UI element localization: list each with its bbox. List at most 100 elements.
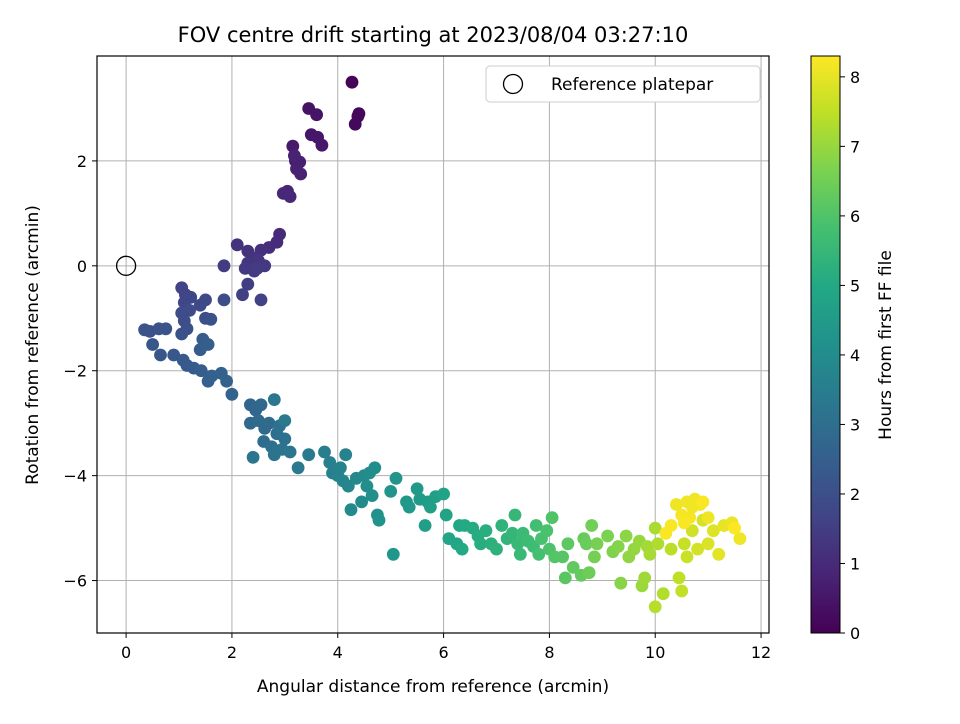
scatter-point <box>344 503 358 517</box>
scatter-point <box>318 445 331 459</box>
x-axis-label: Angular distance from reference (arcmin) <box>257 677 609 697</box>
scatter-point <box>696 495 710 509</box>
colorbar: 0 1 2 3 4 5 6 7 8 Hours from first FF file <box>810 55 896 643</box>
scatter-point <box>701 537 715 551</box>
scatter-point <box>355 495 368 509</box>
scatter-point <box>323 456 337 469</box>
x-axis-ticks: 0 2 4 6 8 10 12 <box>121 633 771 662</box>
scatter-point <box>437 487 450 501</box>
scatter-point <box>588 550 601 564</box>
y-tick-label: −4 <box>63 467 87 486</box>
scatter-point <box>278 432 292 446</box>
colorbar-label: Hours from first FF file <box>876 250 896 440</box>
colorbar-tick-label: 4 <box>850 346 860 365</box>
y-tick-label: −2 <box>63 362 87 381</box>
scatter-point <box>558 571 572 585</box>
reference-platepar-marker <box>115 255 137 276</box>
colorbar-ticks: 0 1 2 3 4 5 6 7 8 <box>840 68 860 643</box>
scatter-point <box>511 537 525 551</box>
scatter-point <box>154 348 167 362</box>
reference-marker-group <box>115 255 137 276</box>
colorbar-tick-label: 6 <box>850 207 860 226</box>
scatter-point <box>556 550 569 564</box>
x-tick-label: 0 <box>121 643 131 662</box>
scatter-point <box>250 262 264 275</box>
grid <box>97 56 769 633</box>
plot-frame <box>96 55 770 634</box>
scatter-point <box>643 547 657 561</box>
scatter-point <box>439 508 453 522</box>
colorbar-tick-label: 7 <box>850 137 860 156</box>
scatter-point <box>455 542 469 556</box>
x-tick-label: 6 <box>438 643 448 662</box>
scatter-point <box>384 485 398 498</box>
legend-marker-icon <box>502 73 524 95</box>
scatter-point <box>685 524 699 538</box>
y-axis-label: Rotation from reference (arcmin) <box>23 205 43 485</box>
scatter-point <box>339 448 353 462</box>
x-tick-label: 10 <box>645 643 665 662</box>
scatter-point <box>283 190 297 204</box>
scatter-point <box>601 529 614 543</box>
scatter-point <box>590 537 604 551</box>
scatter-point <box>341 479 355 493</box>
scatter-point <box>545 511 559 524</box>
scatter-point <box>254 293 268 307</box>
scatter-point <box>230 238 244 252</box>
scatter-point <box>389 471 403 485</box>
scatter-point <box>648 521 662 535</box>
scatter-point <box>540 524 554 538</box>
scatter-point <box>201 338 215 351</box>
scatter-point <box>193 298 207 312</box>
scatter-point <box>691 542 704 556</box>
scatter-point <box>619 529 633 543</box>
scatter-point <box>418 519 432 532</box>
scatter-point <box>532 547 546 561</box>
scatter-point <box>651 537 665 551</box>
y-tick-label: 2 <box>77 152 87 171</box>
scatter-point <box>386 547 400 561</box>
colorbar-gradient <box>810 55 841 634</box>
scatter-point <box>513 547 527 561</box>
scatter-point <box>659 526 673 540</box>
scatter-point <box>262 416 276 430</box>
legend: Reference platepar <box>485 65 761 103</box>
scatter-point <box>351 109 365 123</box>
scatter-point <box>345 75 359 89</box>
scatter-point <box>529 519 543 532</box>
scatter-point <box>506 526 519 540</box>
scatter-point <box>291 461 305 475</box>
scatter-point <box>585 519 599 532</box>
scatter-point <box>175 327 189 341</box>
scatter-point <box>614 576 628 590</box>
scatter-point <box>194 364 208 378</box>
scatter-point <box>495 519 509 532</box>
scatter-point <box>286 139 300 153</box>
colorbar-tick-label: 5 <box>850 276 860 295</box>
scatter-point <box>638 571 652 585</box>
scatter-point <box>712 547 726 561</box>
legend-box <box>485 65 761 103</box>
scatter-point <box>479 524 493 538</box>
x-tick-label: 12 <box>751 643 771 662</box>
scatter-point <box>283 445 297 459</box>
y-tick-label: 0 <box>77 257 87 276</box>
scatter-point <box>241 277 255 291</box>
legend-entry-reference: Reference platepar <box>551 75 713 95</box>
scatter-point <box>294 167 308 181</box>
scatter-point <box>474 537 487 551</box>
scatter-point <box>368 461 382 475</box>
scatter-point <box>490 542 503 556</box>
scatter-point <box>236 288 249 302</box>
scatter-point <box>372 513 386 527</box>
scatter-point <box>611 540 625 553</box>
scatter-point <box>365 489 379 502</box>
scatter-point <box>410 482 424 496</box>
scatter-point <box>664 542 678 556</box>
y-axis-ticks: −6 −4 −2 0 2 <box>63 152 97 591</box>
scatter-point <box>677 516 691 530</box>
scatter-point <box>225 387 239 401</box>
colorbar-tick-label: 0 <box>850 624 860 643</box>
